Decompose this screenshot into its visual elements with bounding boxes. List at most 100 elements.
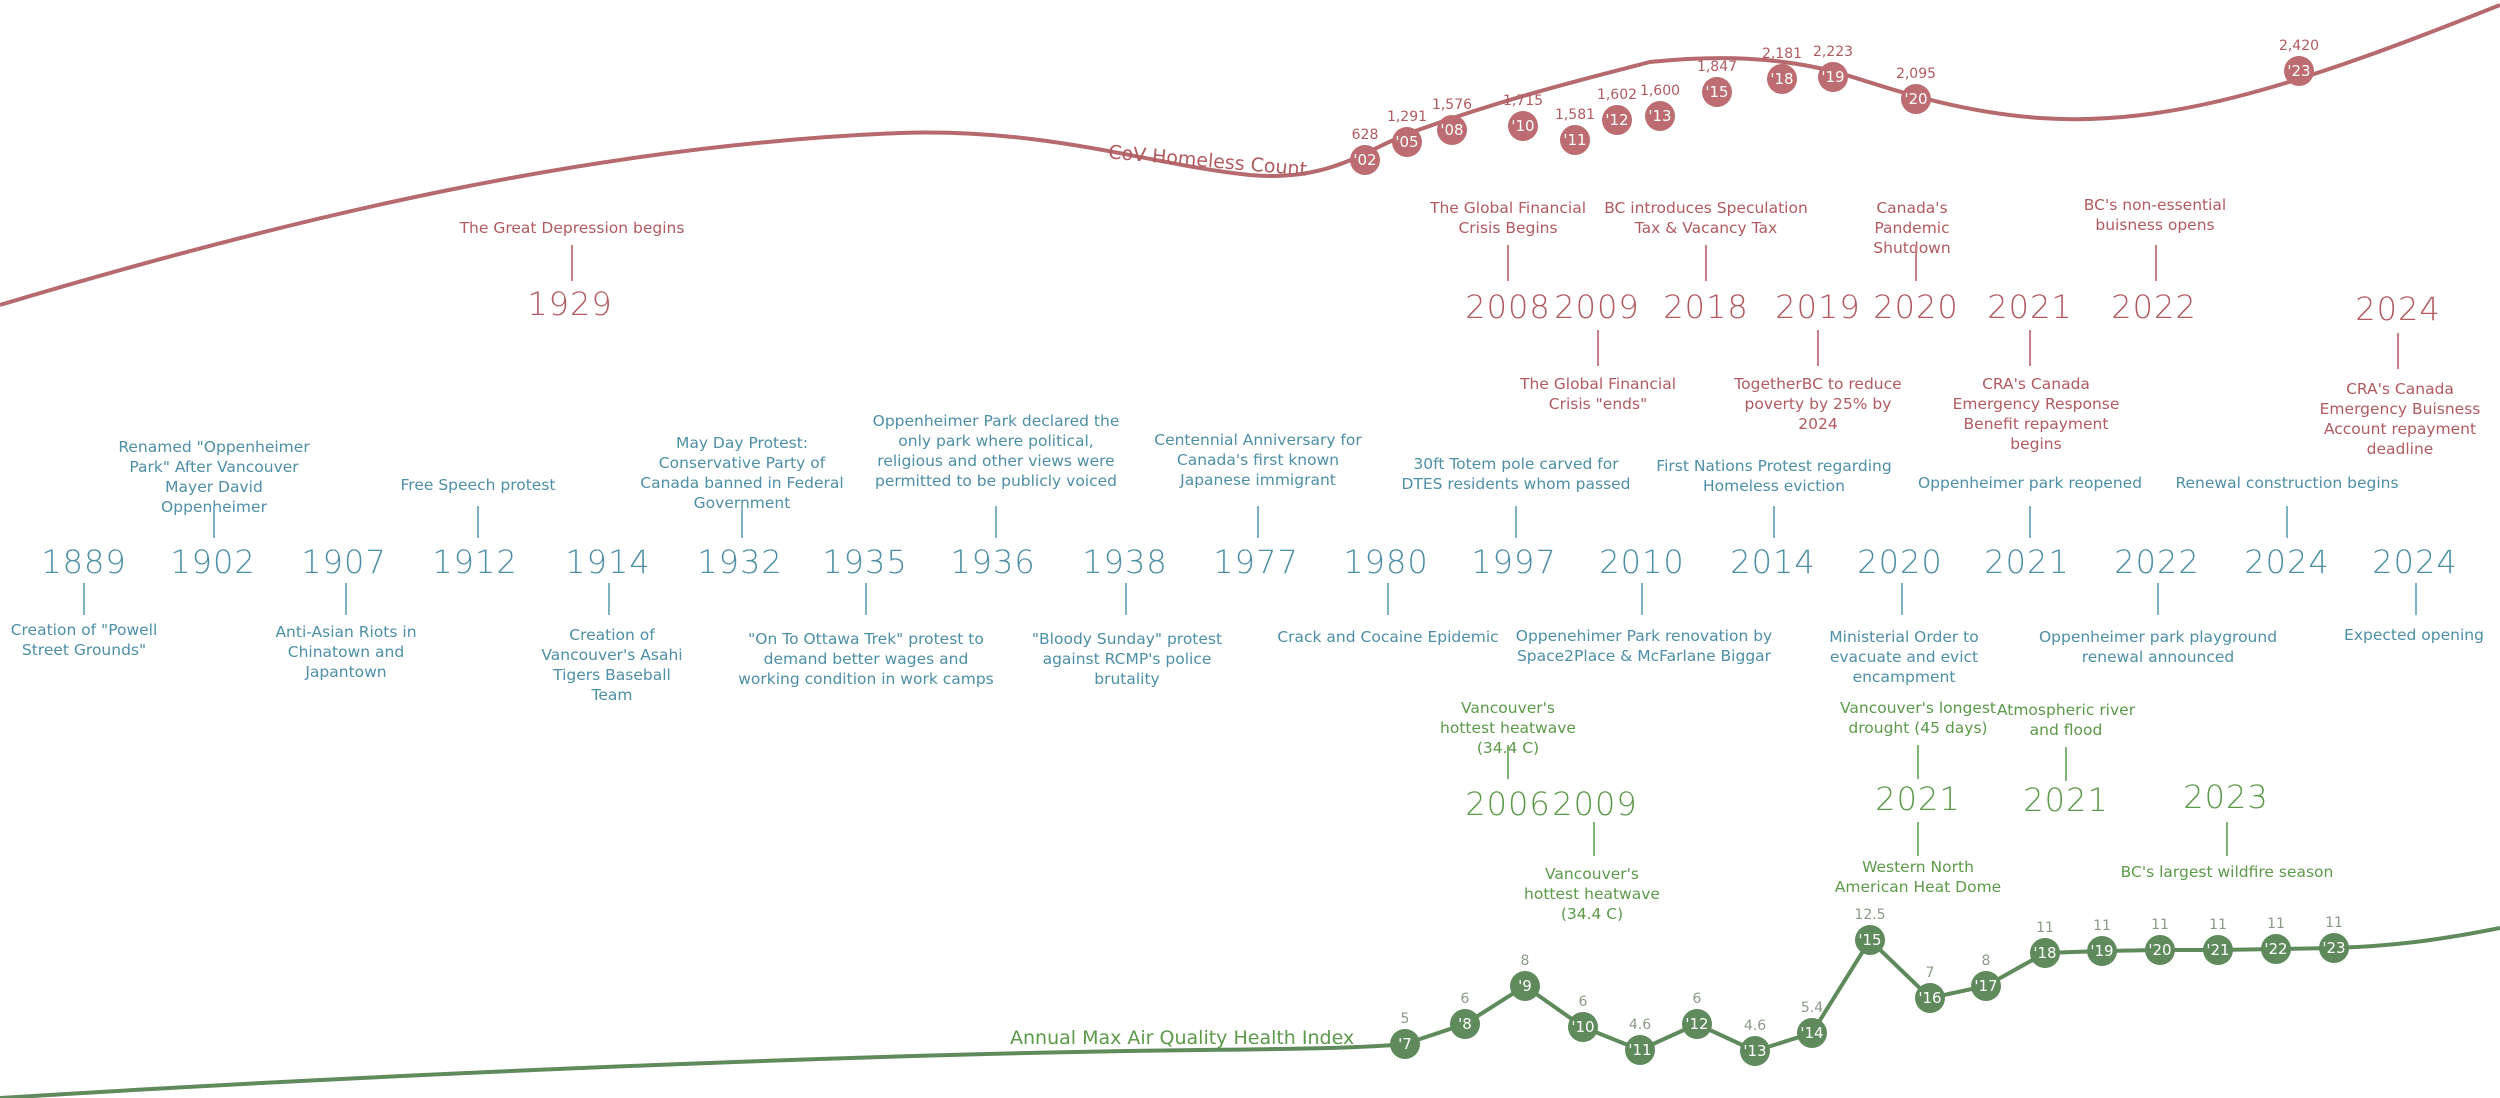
climate-tick xyxy=(2226,822,2228,856)
air-value: 11 xyxy=(2036,920,2054,936)
air-value: 8 xyxy=(1982,953,1991,969)
economic-year: 2021 xyxy=(1987,288,2073,326)
homeless-marker xyxy=(1602,105,1632,135)
air-marker xyxy=(2319,933,2349,963)
climate-year: 2021 xyxy=(1875,780,1961,818)
park-tick xyxy=(995,506,997,538)
park-year: 2020 xyxy=(1857,543,1943,581)
park-event-above: Oppenheimer park reopened xyxy=(1917,474,2143,492)
park-tick xyxy=(1901,583,1903,615)
air-quality-chart: '7 5 '8 6 '9 8 '10 6 '11 4.6 '12 6 '13 4.6 '14 5.4 '15 12… xyxy=(0,907,2500,1098)
homeless-year-label: '15 xyxy=(1705,83,1728,101)
air-quality-baseline xyxy=(0,1042,1406,1098)
homeless-year-label: '08 xyxy=(1440,121,1463,139)
park-tick xyxy=(1773,506,1775,538)
homeless-marker xyxy=(1392,127,1422,157)
homeless-value: 1,600 xyxy=(1640,83,1680,99)
air-marker xyxy=(2203,935,2233,965)
homeless-marker xyxy=(1437,115,1467,145)
air-value: 11 xyxy=(2325,915,2343,931)
homeless-value: 2,181 xyxy=(1762,46,1802,62)
economic-tick xyxy=(1817,330,1819,366)
economic-year: 1929 xyxy=(527,285,613,323)
climate-event-below: Western North American Heat Dome xyxy=(1834,858,2002,896)
air-quality-tail xyxy=(2333,926,2500,950)
park-event-below: Oppenheimer park playground renewal anno… xyxy=(2038,628,2278,666)
air-marker xyxy=(2145,935,2175,965)
park-tick xyxy=(1257,506,1259,538)
homeless-marker xyxy=(1508,111,1538,141)
park-tick xyxy=(83,583,85,615)
economic-year: 2019 xyxy=(1775,288,1861,326)
park-year: 1938 xyxy=(1082,543,1168,581)
economic-event-below: CRA's Canada Emergency Response Benefit … xyxy=(1952,375,2120,453)
park-year: 1980 xyxy=(1343,543,1429,581)
park-event-below: Oppenehimer Park renovation by Space2Pla… xyxy=(1515,627,1773,665)
air-marker xyxy=(1568,1012,1598,1042)
economic-year: 2009 xyxy=(1554,288,1640,326)
climate-tick xyxy=(1593,822,1595,856)
air-marker xyxy=(2087,936,2117,966)
air-year-label: '22 xyxy=(2264,940,2287,958)
air-value: 4.6 xyxy=(1629,1017,1651,1033)
air-marker xyxy=(1682,1009,1712,1039)
homeless-year-label: '02 xyxy=(1353,151,1376,169)
park-year: 2024 xyxy=(2372,543,2458,581)
air-year-label: '12 xyxy=(1685,1015,1708,1033)
park-year: 2014 xyxy=(1730,543,1816,581)
air-marker xyxy=(2261,934,2291,964)
homeless-value: 2,420 xyxy=(2279,38,2319,54)
park-tick xyxy=(1125,583,1127,615)
economic-event-below: The Global Financial Crisis "ends" xyxy=(1520,375,1676,413)
air-year-label: '19 xyxy=(2090,942,2113,960)
air-value: 6 xyxy=(1579,994,1588,1010)
air-marker xyxy=(1510,971,1540,1001)
homeless-year-label: '13 xyxy=(1648,107,1671,125)
homeless-marker xyxy=(1350,145,1380,175)
park-event-below: "Bloody Sunday" protest against RCMP's p… xyxy=(1031,630,1223,688)
park-tick xyxy=(741,506,743,538)
homeless-value: 1,602 xyxy=(1597,87,1637,103)
air-marker xyxy=(1740,1036,1770,1066)
air-year-label: '10 xyxy=(1571,1018,1594,1036)
climate-event-below: BC's largest wildfire season xyxy=(2120,863,2334,881)
homeless-value: 628 xyxy=(1352,127,1379,143)
air-year-label: '14 xyxy=(1800,1024,1823,1042)
air-value: 11 xyxy=(2151,917,2169,933)
park-year: 2024 xyxy=(2244,543,2330,581)
park-event-below: Crack and Cocaine Epidemic xyxy=(1277,628,1499,646)
park-year: 1902 xyxy=(170,543,256,581)
economic-event-below: TogetherBC to reduce poverty by 25% by 2… xyxy=(1734,375,1902,433)
climate-event-below: Vancouver's hottest heatwave (34.4 C) xyxy=(1524,865,1660,923)
park-year: 1914 xyxy=(565,543,651,581)
homeless-marker xyxy=(2284,56,2314,86)
climate-tick xyxy=(1917,745,1919,779)
air-value: 11 xyxy=(2093,918,2111,934)
air-value: 6 xyxy=(1693,991,1702,1007)
air-marker xyxy=(1971,971,2001,1001)
park-tick xyxy=(2029,506,2031,538)
air-value: 5 xyxy=(1401,1011,1410,1027)
economic-event-above: Canada's Pandemic Shutdown xyxy=(1873,199,1951,257)
homeless-year-label: '20 xyxy=(1904,90,1927,108)
economic-year: 2024 xyxy=(2355,290,2441,328)
park-tick xyxy=(2415,583,2417,615)
homeless-value: 2,095 xyxy=(1896,66,1936,82)
park-year: 2010 xyxy=(1599,543,1685,581)
park-year: 1907 xyxy=(301,543,387,581)
climate-tick xyxy=(1507,745,1509,779)
homeless-year-label: '18 xyxy=(1770,70,1793,88)
park-tick xyxy=(1515,506,1517,538)
air-year-label: '13 xyxy=(1743,1042,1766,1060)
air-year-label: '7 xyxy=(1398,1035,1412,1053)
homeless-marker xyxy=(1560,125,1590,155)
park-tick xyxy=(865,583,867,615)
homeless-marker xyxy=(1767,64,1797,94)
economic-tick xyxy=(2397,333,2399,369)
economic-year: 2008 xyxy=(1465,288,1551,326)
air-value: 11 xyxy=(2267,916,2285,932)
park-tick xyxy=(1641,583,1643,615)
homeless-marker xyxy=(1818,62,1848,92)
air-value: 5.4 xyxy=(1801,1000,1823,1016)
climate-tick xyxy=(1917,822,1919,856)
